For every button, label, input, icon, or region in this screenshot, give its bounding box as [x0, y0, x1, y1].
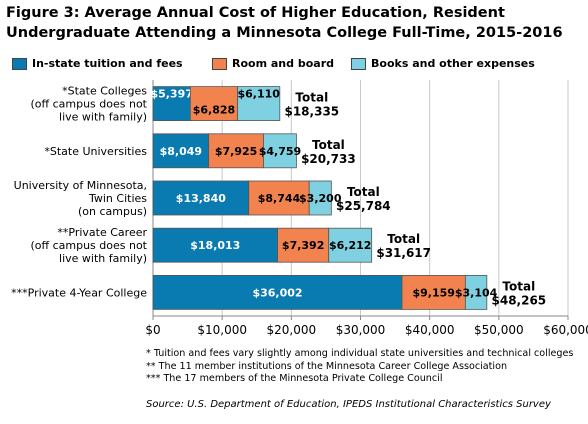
category-label: (off campus does not	[30, 98, 147, 111]
footnote-career: ** The 11 member institutions of the Min…	[146, 360, 508, 372]
source-note: Source: U.S. Department of Education, IP…	[146, 399, 551, 410]
total-value: $48,265	[492, 293, 547, 307]
category-label: Twin Cities	[88, 192, 147, 205]
x-tick-label: $10,000	[197, 323, 247, 337]
bar-segment	[152, 133, 210, 169]
chart-title-line-1: Figure 3: Average Annual Cost of Higher …	[6, 5, 505, 21]
bar-segment	[189, 86, 238, 121]
legend-item-tuition: In-state tuition and fees	[12, 57, 183, 70]
data-label: $6,828	[193, 104, 235, 117]
data-label: $13,840	[176, 192, 226, 205]
data-label: $8,049	[160, 145, 202, 158]
chart-title: Figure 3: Average Annual Cost of Higher …	[6, 3, 586, 43]
data-label: $3,104	[455, 286, 498, 299]
total-value: $31,617	[376, 246, 431, 260]
category-label: (on campus)	[78, 205, 147, 218]
stacked-bar-chart: $0 $10,000 $20,000 $30,000 $40,000 $50,000 $60…	[11, 80, 588, 337]
x-tick-label: $0	[145, 323, 160, 337]
x-tick-label: $40,000	[405, 323, 455, 337]
total-label: Total	[502, 279, 535, 293]
footnotes: * Tuition and fees vary slightly among i…	[146, 348, 573, 386]
bar-segment	[237, 86, 281, 121]
footnote-state: * Tuition and fees vary slightly among i…	[146, 348, 574, 359]
bar-segment	[152, 274, 403, 310]
data-label: $9,159	[412, 286, 454, 299]
category-label: ***Private 4-Year College	[11, 286, 147, 299]
data-label: $6,212	[329, 239, 371, 252]
legend-label-room-board: Room and board	[232, 57, 334, 70]
total-label: Total	[295, 91, 328, 105]
bar-segment	[152, 180, 250, 216]
bar-segment	[401, 274, 466, 310]
category-label: University of Minnesota,	[14, 179, 147, 192]
bar-segment	[308, 180, 332, 216]
category-label: (off campus does not	[30, 239, 147, 252]
legend-item-books: Books and other expenses	[351, 57, 535, 70]
legend-label-books: Books and other expenses	[371, 57, 535, 70]
legend-swatch-tuition	[12, 57, 27, 70]
data-label: $7,392	[282, 239, 324, 252]
bar-segment	[152, 227, 278, 263]
legend-swatch-books	[351, 57, 366, 70]
total-label: Total	[312, 138, 345, 152]
category-label: *State Universities	[44, 145, 147, 158]
bar-segment	[464, 274, 488, 310]
total-value: $20,733	[301, 152, 356, 166]
data-label: $8,744	[258, 192, 301, 205]
total-value: $25,784	[336, 199, 391, 213]
bar-segment	[277, 227, 330, 263]
bar-segment	[263, 133, 297, 169]
chart-title-line-2: Undergraduate Attending a Minnesota Coll…	[6, 25, 563, 41]
legend-label-tuition: In-state tuition and fees	[32, 57, 183, 70]
total-label: Total	[347, 185, 380, 199]
category-label: live with family)	[59, 111, 147, 124]
legend-item-room-board: Room and board	[212, 57, 334, 70]
data-label: $18,013	[190, 239, 240, 252]
x-tick-label: $60,000	[543, 323, 588, 337]
data-label: $36,002	[252, 286, 302, 299]
footnote-private: *** The 17 members of the Minnesota Priv…	[146, 373, 443, 384]
x-tick-label: $30,000	[336, 323, 386, 337]
x-tick-label: $20,000	[267, 323, 317, 337]
x-tick-label: $50,000	[474, 323, 524, 337]
legend-swatch-room-board	[212, 57, 227, 70]
category-label: live with family)	[59, 252, 147, 265]
category-label: *State Colleges	[62, 85, 147, 98]
category-label: **Private Career	[57, 226, 147, 239]
total-label: Total	[387, 232, 420, 246]
bar-segment	[328, 227, 373, 263]
data-label: $3,200	[299, 192, 342, 205]
bar-segment	[248, 180, 310, 216]
data-label: $6,110	[237, 88, 280, 101]
data-label: $7,925	[215, 145, 257, 158]
data-label: $5,397	[150, 88, 192, 101]
bar-segment	[152, 86, 191, 121]
total-value: $18,335	[284, 105, 339, 119]
data-label: $4,759	[259, 145, 301, 158]
bar-segment	[208, 133, 264, 169]
